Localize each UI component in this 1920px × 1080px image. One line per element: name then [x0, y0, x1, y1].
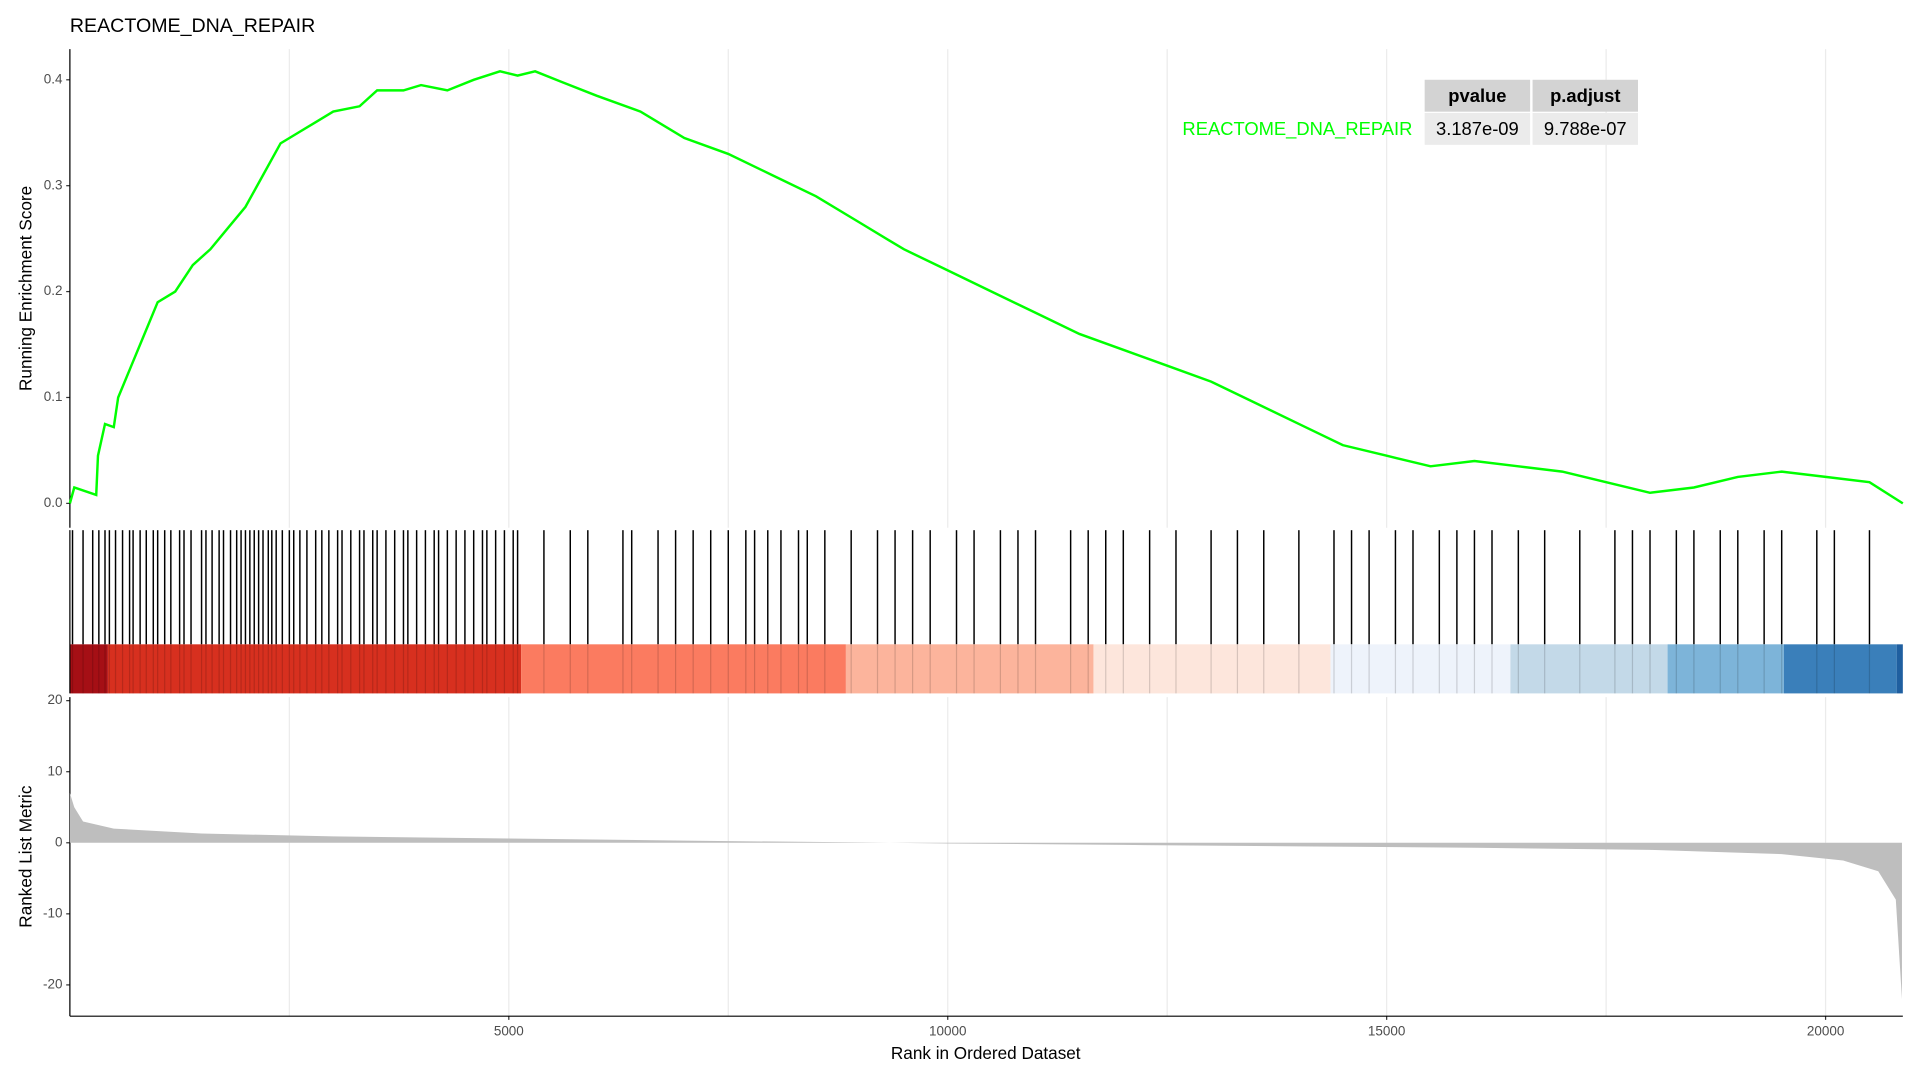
table-cell-text: 3.187e-09 [1436, 118, 1519, 139]
color-bar-segment [1896, 644, 1903, 694]
chart-title: REACTOME_DNA_REPAIR [70, 15, 315, 37]
y-tick-label: 10 [48, 763, 63, 778]
es-line [68, 70, 1904, 505]
table-cell [1532, 112, 1639, 145]
y-tick-label: 0.4 [44, 71, 63, 86]
color-bar-segment [521, 644, 846, 694]
x-axis-label: Rank in Ordered Dataset [891, 1043, 1081, 1063]
y-tick-label: -20 [43, 976, 62, 991]
y-axis-label: Ranked List Metric [16, 785, 36, 928]
y-tick-label: 0.3 [44, 177, 63, 192]
color-bar-segment [107, 644, 522, 694]
y-tick-label: 0.2 [44, 283, 63, 298]
metric-area [69, 793, 1902, 1000]
x-tick-label: 15000 [1368, 1024, 1405, 1039]
color-bar-segment [1330, 644, 1511, 694]
color-bar-segment [1783, 644, 1897, 694]
y-tick-label: 20 [48, 692, 63, 707]
y-tick-label: 0.0 [44, 495, 63, 510]
x-tick-label: 20000 [1807, 1024, 1844, 1039]
y-tick-label: -10 [43, 905, 62, 920]
color-bar-segment [845, 644, 1094, 694]
table-header: p.adjust [1550, 85, 1620, 106]
y-tick-label: 0 [55, 834, 62, 849]
table-cell [1424, 112, 1531, 145]
table-cell-text: 9.788e-07 [1544, 118, 1627, 139]
y-tick-label: 0.1 [44, 389, 63, 404]
color-bar-segment [1667, 644, 1784, 694]
color-bar-segment [69, 644, 108, 694]
color-bar-segment [1510, 644, 1668, 694]
table-header-cell [1424, 79, 1531, 112]
y-axis-label: Running Enrichment Score [16, 186, 36, 391]
x-tick-label: 10000 [929, 1024, 966, 1039]
color-bar-segment [1093, 644, 1331, 694]
table-header-cell [1532, 79, 1639, 112]
table-row-label: REACTOME_DNA_REPAIR [1182, 118, 1412, 140]
table-header: pvalue [1448, 85, 1506, 106]
x-tick-label: 5000 [494, 1024, 524, 1039]
